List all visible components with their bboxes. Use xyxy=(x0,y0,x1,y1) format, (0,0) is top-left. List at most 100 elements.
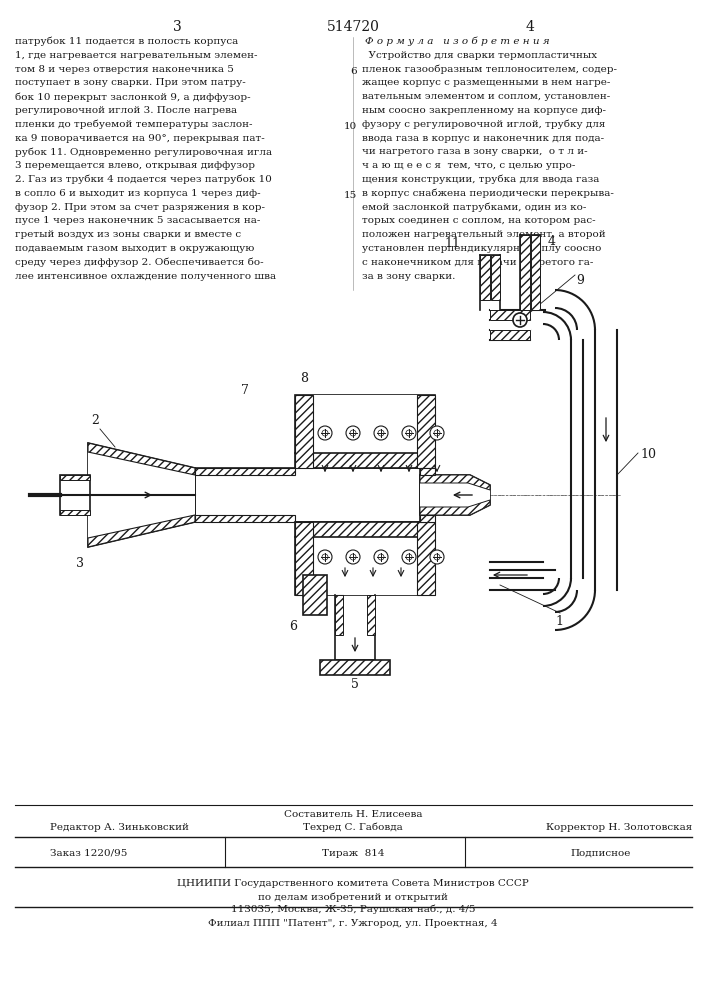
Text: гретый воздух из зоны сварки и вместе с: гретый воздух из зоны сварки и вместе с xyxy=(15,230,241,239)
Bar xyxy=(295,453,435,468)
Text: пусе 1 через наконечник 5 засасывается на-: пусе 1 через наконечник 5 засасывается н… xyxy=(15,216,260,225)
Polygon shape xyxy=(420,475,490,490)
Text: регулировочной иглой 3. После нагрева: регулировочной иглой 3. После нагрева xyxy=(15,106,237,115)
Text: Редактор А. Зиньковский: Редактор А. Зиньковский xyxy=(50,823,189,832)
Polygon shape xyxy=(88,443,195,475)
Bar xyxy=(490,310,530,320)
Text: в корпус снабжена периодически перекрыва-: в корпус снабжена периодически перекрыва… xyxy=(362,189,614,198)
Text: 1: 1 xyxy=(555,615,563,628)
Bar xyxy=(320,660,390,675)
Circle shape xyxy=(430,426,444,440)
Text: пленок газообразным теплоносителем, содер-: пленок газообразным теплоносителем, соде… xyxy=(362,65,617,74)
Text: 4: 4 xyxy=(548,235,556,248)
Text: 3 перемещается влево, открывая диффузор: 3 перемещается влево, открывая диффузор xyxy=(15,161,255,170)
Text: по делам изобретений и открытий: по делам изобретений и открытий xyxy=(258,892,448,902)
Circle shape xyxy=(402,550,416,564)
Text: за в зону сварки.: за в зону сварки. xyxy=(362,272,455,281)
Text: том 8 и через отверстия наконечника 5: том 8 и через отверстия наконечника 5 xyxy=(15,65,234,74)
Text: чи нагретого газа в зону сварки,  о т л и-: чи нагретого газа в зону сварки, о т л и… xyxy=(362,147,588,156)
Bar xyxy=(531,235,540,310)
Circle shape xyxy=(374,550,388,564)
Text: 4: 4 xyxy=(525,20,534,34)
Text: Техред С. Габовда: Техред С. Габовда xyxy=(303,823,403,832)
Circle shape xyxy=(513,313,527,327)
Text: Заказ 1220/95: Заказ 1220/95 xyxy=(50,849,127,858)
Text: лее интенсивное охлаждение полученного шва: лее интенсивное охлаждение полученного ш… xyxy=(15,272,276,281)
Polygon shape xyxy=(88,443,195,547)
Text: 11: 11 xyxy=(444,237,460,250)
Polygon shape xyxy=(195,515,295,522)
Text: с наконечником для подачи нагретого га-: с наконечником для подачи нагретого га- xyxy=(362,258,593,267)
Bar xyxy=(303,575,327,615)
Polygon shape xyxy=(88,452,195,538)
Text: фузор 2. При этом за счет разряжения в кор-: фузор 2. При этом за счет разряжения в к… xyxy=(15,203,265,212)
Bar xyxy=(313,537,417,595)
Text: положен нагревательный элемент, а второй: положен нагревательный элемент, а второй xyxy=(362,230,606,239)
Text: 2: 2 xyxy=(91,414,99,427)
Polygon shape xyxy=(420,500,490,515)
Text: 15: 15 xyxy=(344,191,357,200)
Text: Устройство для сварки термопластичных: Устройство для сварки термопластичных xyxy=(362,51,597,60)
Text: ЦНИИПИ Государственного комитета Совета Министров СССР: ЦНИИПИ Государственного комитета Совета … xyxy=(177,879,529,888)
Circle shape xyxy=(402,426,416,440)
Text: жащее корпус с размещенными в нем нагре-: жащее корпус с размещенными в нем нагре- xyxy=(362,78,610,87)
Bar xyxy=(295,395,313,468)
Bar xyxy=(530,235,540,310)
Text: 8: 8 xyxy=(300,372,308,385)
Text: Ф о р м у л а   и з о б р е т е н и я: Ф о р м у л а и з о б р е т е н и я xyxy=(365,37,549,46)
Bar xyxy=(420,515,435,522)
Bar xyxy=(367,595,375,635)
Bar xyxy=(417,395,435,468)
Text: ным соосно закрепленному на корпусе диф-: ным соосно закрепленному на корпусе диф- xyxy=(362,106,606,115)
Text: в сопло 6 и выходит из корпуса 1 через диф-: в сопло 6 и выходит из корпуса 1 через д… xyxy=(15,189,261,198)
Text: пленки до требуемой температуры заслон-: пленки до требуемой температуры заслон- xyxy=(15,120,252,129)
Text: подаваемым газом выходит в окружающую: подаваемым газом выходит в окружающую xyxy=(15,244,255,253)
Bar xyxy=(335,595,343,635)
Text: Составитель Н. Елисеева: Составитель Н. Елисеева xyxy=(284,810,422,819)
Bar xyxy=(490,320,531,340)
Bar xyxy=(195,468,420,522)
Bar xyxy=(420,468,435,475)
Text: Филиал ППП "Патент", г. Ужгород, ул. Проектная, 4: Филиал ППП "Патент", г. Ужгород, ул. Про… xyxy=(208,919,498,928)
Text: 10: 10 xyxy=(344,122,357,131)
Text: ч а ю щ е е с я  тем, что, с целью упро-: ч а ю щ е е с я тем, что, с целью упро- xyxy=(362,161,575,170)
Bar xyxy=(295,537,435,595)
Bar xyxy=(491,255,500,300)
Circle shape xyxy=(374,426,388,440)
Polygon shape xyxy=(60,475,90,515)
Text: 9: 9 xyxy=(576,273,584,286)
Text: 5: 5 xyxy=(351,678,359,691)
Text: бок 10 перекрыт заслонкой 9, а диффузор-: бок 10 перекрыт заслонкой 9, а диффузор- xyxy=(15,92,250,102)
Text: 3: 3 xyxy=(76,557,84,570)
Text: 514720: 514720 xyxy=(327,20,380,34)
Bar xyxy=(295,522,313,595)
Bar xyxy=(480,255,490,300)
Circle shape xyxy=(318,550,332,564)
Polygon shape xyxy=(420,475,490,515)
Text: торых соединен с соплом, на котором рас-: торых соединен с соплом, на котором рас- xyxy=(362,216,595,225)
Text: поступает в зону сварки. При этом патру-: поступает в зону сварки. При этом патру- xyxy=(15,78,246,87)
Text: 6: 6 xyxy=(351,67,357,76)
Text: емой заслонкой патрубками, один из ко-: емой заслонкой патрубками, один из ко- xyxy=(362,203,586,212)
Text: Корректор Н. Золотовская: Корректор Н. Золотовская xyxy=(546,823,692,832)
Polygon shape xyxy=(420,483,490,507)
Text: 10: 10 xyxy=(640,448,656,462)
Circle shape xyxy=(346,426,360,440)
Text: вательным элементом и соплом, установлен-: вательным элементом и соплом, установлен… xyxy=(362,92,610,101)
Text: 7: 7 xyxy=(241,383,249,396)
Circle shape xyxy=(346,550,360,564)
Text: фузору с регулировочной иглой, трубку для: фузору с регулировочной иглой, трубку дл… xyxy=(362,120,605,129)
Polygon shape xyxy=(88,515,195,547)
Bar xyxy=(295,522,435,537)
Circle shape xyxy=(318,426,332,440)
Text: ввода газа в корпус и наконечник для пода-: ввода газа в корпус и наконечник для под… xyxy=(362,134,604,143)
Text: рубок 11. Одновременно регулировочная игла: рубок 11. Одновременно регулировочная иг… xyxy=(15,147,272,157)
Bar xyxy=(295,395,435,453)
Bar xyxy=(313,395,417,453)
Text: щения конструкции, трубка для ввода газа: щения конструкции, трубка для ввода газа xyxy=(362,175,600,184)
Polygon shape xyxy=(60,510,90,515)
Text: 3: 3 xyxy=(173,20,182,34)
Polygon shape xyxy=(60,475,90,480)
Bar xyxy=(520,235,530,310)
Text: 6: 6 xyxy=(289,620,297,633)
